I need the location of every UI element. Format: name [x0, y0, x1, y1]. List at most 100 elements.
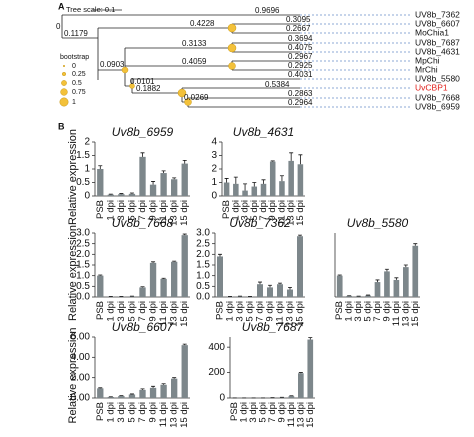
- bar: [107, 396, 114, 398]
- leaf-label: UV8b_7687: [415, 37, 460, 47]
- x-tick-label: 5 dpi: [249, 200, 260, 221]
- branch-length: 0.5384: [265, 80, 290, 89]
- y-tick-label: 0: [219, 393, 225, 404]
- x-tick-label: 13 dpi: [295, 402, 306, 428]
- y-tick-label: 1: [211, 177, 217, 188]
- panel-label: A: [58, 1, 65, 11]
- y-tick-label: 2.5: [76, 238, 90, 249]
- bar: [171, 378, 178, 398]
- bootstrap-dot: [129, 83, 135, 89]
- error-bar: [403, 264, 408, 268]
- error-bar: [413, 243, 418, 246]
- branch-length: 0.1179: [64, 29, 88, 38]
- error-bar: [233, 176, 238, 184]
- y-tick-label: 0.0: [76, 292, 90, 303]
- y-tick-label: 3.0: [76, 228, 90, 239]
- x-tick-label: 15 dpi: [295, 200, 306, 226]
- error-bar: [224, 178, 229, 183]
- bar: [160, 173, 167, 196]
- error-bar: [289, 152, 294, 161]
- bar: [297, 236, 303, 297]
- x-tick-label: 1 dpi: [225, 301, 236, 322]
- x-tick-label: 1 dpi: [105, 402, 116, 423]
- y-tick-label: 0.5: [76, 281, 90, 292]
- leaf-label: MpChi: [415, 55, 440, 65]
- legend-label: 1: [72, 99, 76, 106]
- y-tick-label: 0.00: [71, 393, 91, 404]
- legend-label: 0.75: [72, 89, 86, 96]
- error-bar: [98, 274, 103, 276]
- y-tick-label: 2.5: [196, 238, 210, 249]
- y-tick-label: 0: [84, 191, 90, 202]
- x-tick-label: 3 dpi: [240, 200, 251, 221]
- bar: [237, 296, 243, 297]
- x-tick-label: 5 dpi: [126, 301, 137, 322]
- y-tick-label: 6.00: [71, 332, 91, 343]
- x-tick-label: PSB: [95, 200, 106, 219]
- error-bar: [98, 387, 103, 389]
- error-bar: [140, 286, 145, 288]
- x-tick-label: PSB: [229, 402, 240, 421]
- legend-label: 0.25: [72, 71, 86, 78]
- x-tick-label: 9 dpi: [381, 301, 392, 322]
- x-tick-label: 5 dpi: [245, 301, 256, 322]
- x-tick-label: PSB: [95, 301, 106, 320]
- y-tick-label: 3.0: [196, 228, 210, 239]
- leaf-label: UV8b_5580: [415, 73, 460, 83]
- bar: [149, 262, 157, 297]
- y-tick-label: 4.00: [71, 352, 91, 363]
- y-tick-label: 2: [84, 137, 90, 148]
- bar: [97, 388, 104, 398]
- x-tick-label: 13 dpi: [286, 200, 297, 226]
- x-tick-label: 1 dpi: [105, 200, 116, 221]
- error-bar: [129, 192, 134, 194]
- x-tick-label: 15 dpi: [179, 301, 190, 327]
- x-tick-label: 15 dpi: [179, 402, 190, 428]
- error-bar: [119, 193, 124, 195]
- x-tick-label: 13 dpi: [169, 301, 180, 327]
- bar: [288, 160, 294, 196]
- bar: [149, 387, 157, 398]
- chart-title: Uv8b_5580: [347, 216, 409, 230]
- x-tick-label: 7 dpi: [137, 301, 148, 322]
- x-tick-label: 3 dpi: [116, 301, 127, 322]
- bar: [139, 389, 146, 398]
- x-tick-label: 7 dpi: [258, 200, 269, 221]
- legend-dot: [62, 64, 66, 68]
- error-bar: [161, 170, 166, 174]
- chart-title: Uv8b_6607: [112, 320, 175, 334]
- bar: [257, 284, 263, 297]
- bootstrap-dot: [121, 66, 129, 74]
- chart-title: Uv8b_7362: [229, 216, 291, 230]
- x-tick-label: 1 dpi: [105, 301, 116, 322]
- error-bar: [161, 383, 166, 385]
- y-tick-label: 1.5: [76, 260, 90, 271]
- legend-dot: [59, 97, 69, 107]
- bar: [242, 190, 248, 196]
- leaf-label: UV8b_6607: [415, 18, 460, 28]
- leaf-label: UV8b_7362: [415, 9, 460, 19]
- bar: [279, 181, 285, 196]
- bar: [365, 295, 371, 297]
- bar: [393, 279, 400, 297]
- bootstrap-dot: [228, 62, 236, 70]
- x-tick-label: 13 dpi: [169, 200, 180, 226]
- error-bar: [308, 337, 313, 340]
- bar: [118, 194, 125, 196]
- y-tick-label: 0: [211, 191, 217, 202]
- x-tick-label: 5 dpi: [126, 200, 137, 221]
- x-tick-label: 9 dpi: [148, 200, 159, 221]
- bar: [298, 373, 304, 398]
- x-tick-label: 11 dpi: [158, 301, 169, 326]
- x-tick-label: 11 dpi: [286, 402, 297, 427]
- y-tick-label: 1.5: [196, 260, 210, 271]
- error-bar: [298, 234, 302, 237]
- y-tick-label: 0.5: [76, 177, 90, 188]
- leaf-label: UvCBP1: [415, 82, 448, 92]
- chart-title: Uv8b_7668: [112, 216, 174, 230]
- x-tick-label: PSB: [334, 301, 345, 320]
- error-bar: [182, 159, 187, 164]
- error-bar: [261, 179, 266, 184]
- x-tick-label: 9 dpi: [148, 301, 159, 322]
